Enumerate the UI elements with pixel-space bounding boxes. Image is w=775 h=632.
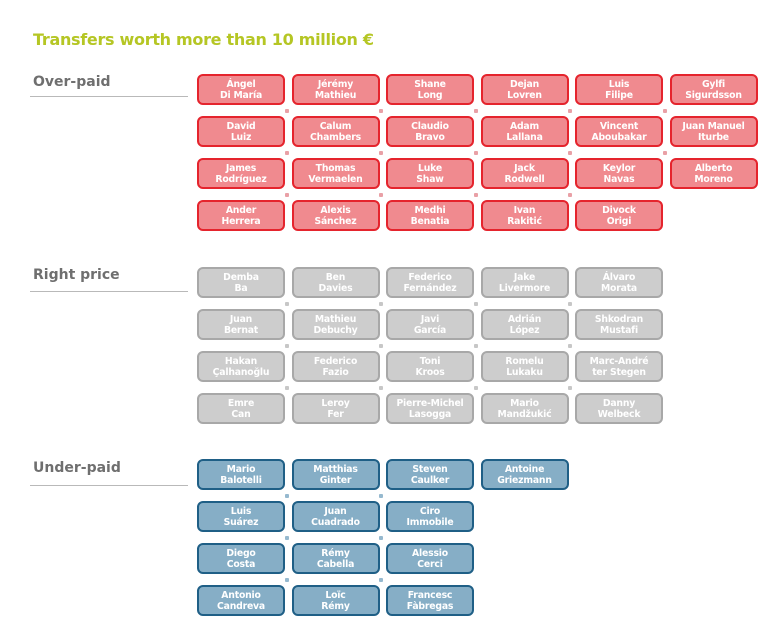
player-box-medhi-benatia[interactable]: Medhi Benatia — [386, 200, 474, 231]
player-box-hakan-calhanoglu[interactable]: Hakan Çalhanoğlu — [197, 351, 285, 382]
player-box-mario-mandzukic[interactable]: Mario Mandžukić — [480, 393, 569, 424]
player-box-david-luiz[interactable]: David Luiz — [197, 116, 285, 147]
connector-dot — [379, 109, 383, 113]
connector-dot — [473, 193, 478, 197]
section-label-over-paid: Over-paid — [33, 74, 111, 90]
section-divider-over-paid — [30, 96, 188, 97]
player-box-divock-origi[interactable]: Divock Origi — [575, 200, 663, 231]
player-box-antonio-candreva[interactable]: Antonio Candreva — [197, 585, 285, 616]
player-box-antoine-griezmann[interactable]: Antoine Griezmann — [480, 459, 569, 490]
player-box-romelu-lukaku[interactable]: Romelu Lukaku — [480, 351, 569, 382]
player-box-thomas-vermaelen[interactable]: Thomas Vermaelen — [291, 158, 380, 189]
player-box-luis-suarez[interactable]: Luis Suárez — [197, 501, 285, 532]
player-box-alessio-cerci[interactable]: Alessio Cerci — [386, 543, 474, 574]
connector-dot — [379, 386, 383, 390]
player-box-luis-filipe[interactable]: Luis Filipe — [575, 74, 663, 105]
connector-dot — [379, 151, 383, 155]
connector-dot — [284, 578, 289, 582]
connector-dot — [568, 302, 572, 306]
connector-dot — [473, 386, 478, 390]
player-box-shkodran-mustafi[interactable]: Shkodran Mustafi — [575, 309, 663, 340]
connector-dot — [568, 344, 572, 348]
connector-dot — [568, 193, 572, 197]
player-box-adrian-lopez[interactable]: Adrián López — [480, 309, 569, 340]
player-box-mario-balotelli[interactable]: Mario Balotelli — [197, 459, 285, 490]
connector-dot — [284, 344, 289, 348]
connector-dot — [568, 109, 572, 113]
section-label-under-paid: Under-paid — [33, 460, 121, 476]
player-box-ander-herrera[interactable]: Ander Herrera — [197, 200, 285, 231]
player-box-pierre-michel-lasogga[interactable]: Pierre-Michel Lasogga — [386, 393, 474, 424]
player-box-toni-kroos[interactable]: Toni Kroos — [386, 351, 474, 382]
connector-dot — [284, 193, 289, 197]
player-box-federico-fernandez[interactable]: Federico Fernández — [386, 267, 474, 298]
section-divider-under-paid — [30, 485, 188, 486]
player-box-adam-lallana[interactable]: Adam Lallana — [480, 116, 569, 147]
player-box-demba-ba[interactable]: Demba Ba — [197, 267, 285, 298]
player-box-vincent-aboubakar[interactable]: Vincent Aboubakar — [575, 116, 663, 147]
player-box-jack-rodwell[interactable]: Jack Rodwell — [480, 158, 569, 189]
player-box-juan-bernat[interactable]: Juan Bernat — [197, 309, 285, 340]
connector-dot — [284, 151, 289, 155]
connector-dot — [662, 109, 667, 113]
player-box-dejan-lovren[interactable]: Dejan Lovren — [480, 74, 569, 105]
connector-dot — [284, 109, 289, 113]
connector-dot — [473, 302, 478, 306]
player-box-ben-davies[interactable]: Ben Davies — [291, 267, 380, 298]
player-box-marc-andre-ter-stegen[interactable]: Marc-André ter Stegen — [575, 351, 663, 382]
connector-dot — [662, 151, 667, 155]
player-box-diego-costa[interactable]: Diego Costa — [197, 543, 285, 574]
player-box-keylor-navas[interactable]: Keylor Navas — [575, 158, 663, 189]
player-box-loic-remy[interactable]: Loïc Rémy — [291, 585, 380, 616]
connector-dot — [284, 536, 289, 540]
connector-dot — [379, 344, 383, 348]
player-box-matthias-ginter[interactable]: Matthias Ginter — [291, 459, 380, 490]
player-box-claudio-bravo[interactable]: Claudio Bravo — [386, 116, 474, 147]
connector-dot — [284, 494, 289, 498]
player-box-james-rodriguez[interactable]: James Rodríguez — [197, 158, 285, 189]
connector-dot — [473, 344, 478, 348]
player-box-alberto-moreno[interactable]: Alberto Moreno — [669, 158, 758, 189]
connector-dot — [379, 193, 383, 197]
player-box-francesc-fabregas[interactable]: Francesc Fàbregas — [386, 585, 474, 616]
section-label-right-price: Right price — [33, 267, 120, 283]
connector-dot — [379, 578, 383, 582]
player-box-remy-cabella[interactable]: Rémy Cabella — [291, 543, 380, 574]
connector-dot — [379, 536, 383, 540]
player-box-juan-manuel-iturbe[interactable]: Juan Manuel Iturbe — [669, 116, 758, 147]
connector-dot — [379, 302, 383, 306]
connector-dot — [379, 494, 383, 498]
player-box-gylfi-sigurdsson[interactable]: Gylfi Sigurdsson — [669, 74, 758, 105]
connector-dot — [473, 109, 478, 113]
player-box-alexis-sanchez[interactable]: Alexis Sánchez — [291, 200, 380, 231]
player-box-javi-garcia[interactable]: Javi García — [386, 309, 474, 340]
player-box-federico-fazio[interactable]: Federico Fazio — [291, 351, 380, 382]
player-box-ivan-rakitic[interactable]: Ivan Rakitić — [480, 200, 569, 231]
player-box-luke-shaw[interactable]: Luke Shaw — [386, 158, 474, 189]
connector-dot — [284, 302, 289, 306]
player-box-danny-welbeck[interactable]: Danny Welbeck — [575, 393, 663, 424]
player-box-calum-chambers[interactable]: Calum Chambers — [291, 116, 380, 147]
player-box-emre-can[interactable]: Emre Can — [197, 393, 285, 424]
connector-dot — [284, 386, 289, 390]
player-box-ciro-immobile[interactable]: Ciro Immobile — [386, 501, 474, 532]
connector-dot — [568, 151, 572, 155]
player-box-juan-cuadrado[interactable]: Juan Cuadrado — [291, 501, 380, 532]
player-box-angel-di-maria[interactable]: Ángel Di María — [197, 74, 285, 105]
player-box-jeremy-mathieu[interactable]: Jérémy Mathieu — [291, 74, 380, 105]
player-box-alvaro-morata[interactable]: Álvaro Morata — [575, 267, 663, 298]
connector-dot — [568, 386, 572, 390]
player-box-mathieu-debuchy[interactable]: Mathieu Debuchy — [291, 309, 380, 340]
player-box-jake-livermore[interactable]: Jake Livermore — [480, 267, 569, 298]
connector-dot — [473, 151, 478, 155]
player-box-shane-long[interactable]: Shane Long — [386, 74, 474, 105]
player-box-steven-caulker[interactable]: Steven Caulker — [386, 459, 474, 490]
section-divider-right-price — [30, 291, 188, 292]
page-title: Transfers worth more than 10 million € — [33, 30, 374, 49]
player-box-leroy-fer[interactable]: Leroy Fer — [291, 393, 380, 424]
